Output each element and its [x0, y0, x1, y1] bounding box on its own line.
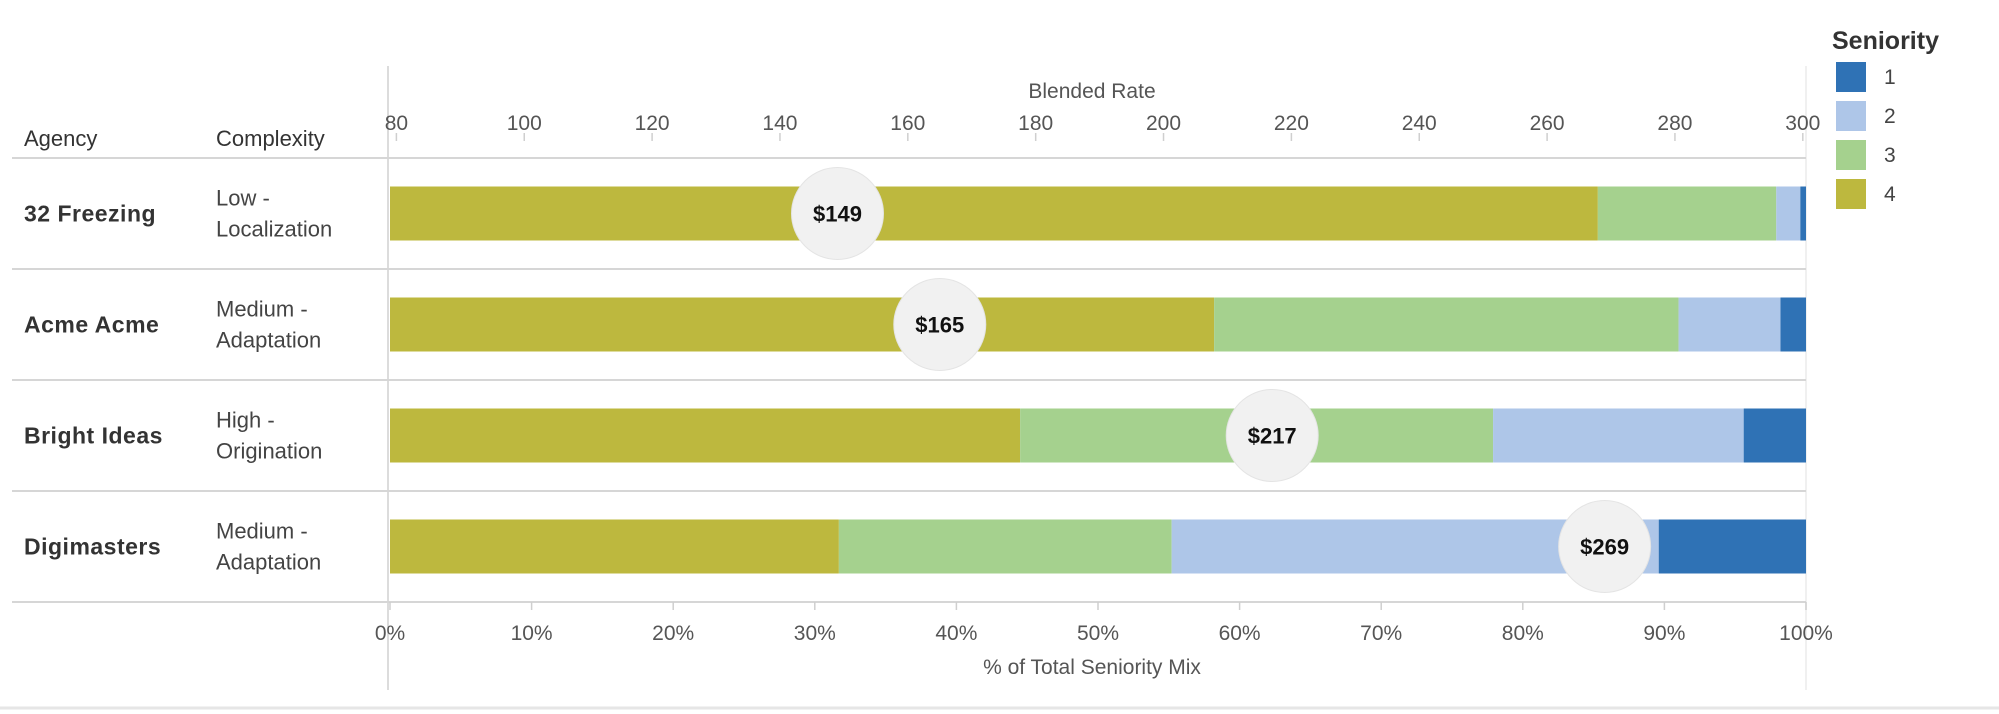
top-tick-label: 300 — [1785, 112, 1820, 135]
complexity-label-line2: Origination — [216, 439, 322, 464]
bar-segment-seniority-1[interactable] — [1658, 519, 1806, 574]
bar-segment-seniority-2[interactable] — [1493, 408, 1744, 463]
bar-segment-seniority-2[interactable] — [1776, 186, 1801, 241]
bottom-tick-label: 80% — [1502, 622, 1544, 645]
rate-marker[interactable] — [893, 278, 987, 371]
complexity-label-line1: Medium - — [216, 297, 308, 322]
rate-marker[interactable] — [1225, 389, 1319, 482]
legend-swatch-seniority-4[interactable] — [1836, 179, 1866, 209]
complexity-label-line2: Adaptation — [216, 550, 321, 575]
legend: Seniority 1 2 3 4 — [1832, 27, 1939, 209]
rate-label: $149 — [813, 202, 862, 227]
bottom-tick-label: 100% — [1779, 622, 1833, 645]
top-tick-label: 240 — [1402, 112, 1437, 135]
top-tick-label: 160 — [890, 112, 925, 135]
bottom-axis-title: % of Total Seniority Mix — [983, 656, 1201, 679]
bar-segment-seniority-4[interactable] — [390, 297, 1215, 352]
complexity-label-line2: Localization — [216, 217, 332, 242]
bar-segment-seniority-1[interactable] — [1780, 297, 1806, 352]
bar-segment-seniority-3[interactable] — [838, 519, 1172, 574]
complexity-label-line1: Low - — [216, 186, 270, 211]
legend-swatch-seniority-3[interactable] — [1836, 140, 1866, 170]
rate-markers: $149 $165 $217 $269 — [790, 167, 1652, 593]
agency-label: 32 Freezing — [24, 201, 156, 227]
rate-label: $217 — [1248, 424, 1297, 449]
agency-label: Bright Ideas — [24, 423, 163, 449]
top-tick-label: 220 — [1274, 112, 1309, 135]
bottom-tick-label: 60% — [1219, 622, 1261, 645]
complexity-label-line1: High - — [216, 408, 275, 433]
table-row: 32 Freezing Low - Localization — [24, 186, 1806, 242]
bottom-tick-label: 40% — [935, 622, 977, 645]
agency-label: Acme Acme — [24, 312, 159, 338]
column-header-complexity: Complexity — [216, 126, 325, 151]
bar-segment-seniority-4[interactable] — [390, 186, 1598, 241]
legend-swatch-seniority-2[interactable] — [1836, 101, 1866, 131]
bottom-tick-label: 70% — [1360, 622, 1402, 645]
rate-marker[interactable] — [790, 167, 884, 260]
bar-segment-seniority-4[interactable] — [390, 408, 1021, 463]
top-tick-label: 120 — [635, 112, 670, 135]
complexity-label-line2: Adaptation — [216, 328, 321, 353]
bottom-tick-label: 50% — [1077, 622, 1119, 645]
table-frame — [0, 66, 1999, 710]
top-tick-label: 80 — [385, 112, 408, 135]
rate-marker[interactable] — [1558, 500, 1652, 593]
bottom-tick-label: 20% — [652, 622, 694, 645]
complexity-label-line1: Medium - — [216, 519, 308, 544]
agency-label: Digimasters — [24, 534, 161, 560]
table-row: Digimasters Medium - Adaptation — [24, 519, 1806, 575]
top-tick-label: 100 — [507, 112, 542, 135]
column-header-agency: Agency — [24, 126, 97, 151]
bottom-tick-label: 0% — [375, 622, 405, 645]
top-tick-label: 140 — [762, 112, 797, 135]
bar-segment-seniority-1[interactable] — [1743, 408, 1806, 463]
top-tick-label: 200 — [1146, 112, 1181, 135]
top-axis-title: Blended Rate — [1028, 80, 1155, 103]
legend-title: Seniority — [1832, 27, 1939, 55]
table-row: Bright Ideas High - Origination — [24, 408, 1806, 464]
rate-label: $165 — [915, 313, 964, 338]
bottom-tick-label: 10% — [511, 622, 553, 645]
rate-label: $269 — [1580, 535, 1629, 560]
top-axis-ticks: 80 100 120 140 160 180 200 220 240 260 280 300 — [385, 112, 1820, 141]
top-tick-label: 180 — [1018, 112, 1053, 135]
legend-label-seniority-3: 3 — [1884, 144, 1896, 167]
top-tick-label: 260 — [1530, 112, 1565, 135]
bottom-axis-ticks: 0% 10% 20% 30% 40% 50% 60% 70% 80% 90% 100% — [375, 602, 1833, 645]
table-row: Acme Acme Medium - Adaptation — [24, 297, 1806, 353]
bar-segment-seniority-1[interactable] — [1800, 186, 1806, 241]
legend-label-seniority-2: 2 — [1884, 105, 1896, 128]
legend-swatch-seniority-1[interactable] — [1836, 62, 1866, 92]
bottom-tick-label: 90% — [1643, 622, 1685, 645]
bar-segment-seniority-3[interactable] — [1597, 186, 1777, 241]
top-tick-label: 280 — [1657, 112, 1692, 135]
bottom-tick-label: 30% — [794, 622, 836, 645]
legend-label-seniority-1: 1 — [1884, 66, 1896, 89]
bar-segment-seniority-3[interactable] — [1214, 297, 1679, 352]
bar-segment-seniority-4[interactable] — [390, 519, 839, 574]
bar-segment-seniority-2[interactable] — [1678, 297, 1781, 352]
legend-label-seniority-4: 4 — [1884, 183, 1896, 206]
